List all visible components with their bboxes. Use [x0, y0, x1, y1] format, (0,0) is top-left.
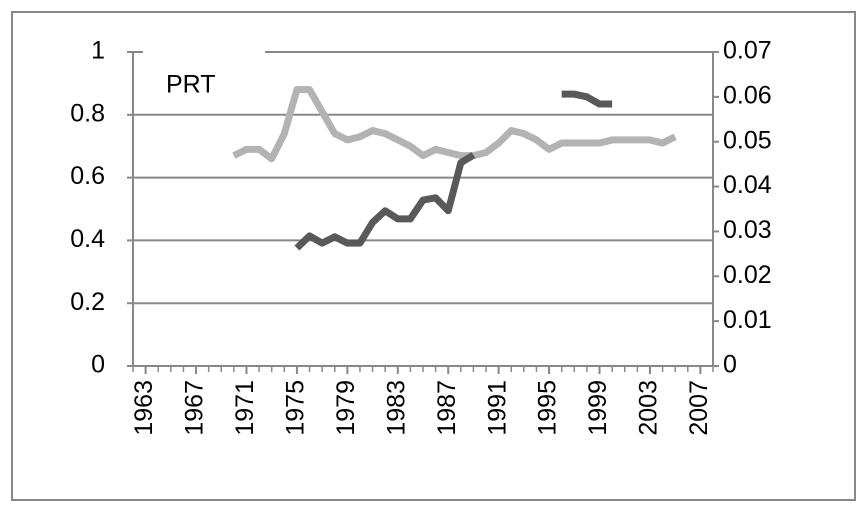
chart-title: PRT — [166, 71, 216, 99]
x-tick-label: 1979 — [332, 380, 360, 436]
lines — [232, 86, 677, 251]
y2-tick-label: 0.04 — [723, 171, 772, 199]
y2-tick-label: 0.01 — [723, 306, 772, 334]
x-tick-label: 1975 — [282, 380, 310, 436]
series-line — [294, 90, 613, 251]
x-tick-label: 1971 — [231, 380, 259, 436]
x-tick-label: 1999 — [584, 380, 612, 436]
y2-tick-label: 0.03 — [723, 216, 772, 244]
x-tick-label: 2007 — [685, 380, 713, 436]
x-tick-label: 1967 — [181, 380, 209, 436]
title-box — [143, 50, 265, 100]
y-tick-label: 0 — [91, 351, 105, 379]
x-tick-label: 1963 — [130, 380, 158, 436]
series-line — [232, 86, 677, 163]
y2-tick-label: 0.02 — [723, 261, 772, 289]
x-tick-label: 1991 — [483, 380, 511, 436]
y-tick-label: 0.4 — [70, 225, 105, 253]
y-tick-label: 0.8 — [70, 99, 105, 127]
x-tick-label: 2003 — [635, 380, 663, 436]
y-tick-label: 0.6 — [70, 162, 105, 190]
y2-tick-label: 0.07 — [723, 37, 772, 65]
x-tick-label: 1987 — [433, 380, 461, 436]
y-tick-label: 1 — [91, 37, 105, 65]
x-tick-label: 1995 — [534, 380, 562, 436]
y2-tick-label: 0.05 — [723, 126, 772, 154]
y2-tick-label: 0 — [723, 351, 737, 379]
y2-tick-label: 0.06 — [723, 81, 772, 109]
axes: 0 0.2 0.4 0.6 0.8 1 0 0.01 0.02 0.03 0.04 0.05 0.06 0… — [70, 37, 772, 436]
y-tick-label: 0.2 — [70, 288, 105, 316]
x-tick-label: 1983 — [382, 380, 410, 436]
